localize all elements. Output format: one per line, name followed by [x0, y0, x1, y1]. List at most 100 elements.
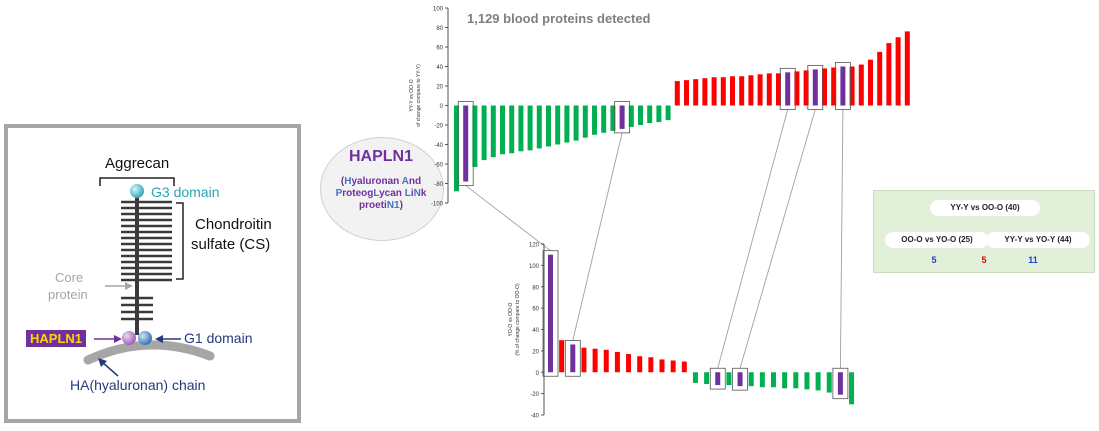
chart-top-y-tick-label: 20 — [436, 85, 443, 91]
g1-arrow-head — [155, 335, 163, 343]
hapln1-callout-desc-segment: A — [401, 176, 409, 187]
chart-top-highlight-box — [457, 101, 474, 186]
chart-top-bar — [454, 105, 459, 192]
chart-bottom-highlight-box — [542, 250, 559, 377]
chart-top-bar — [601, 105, 607, 133]
hapln1-callout-desc-line: (Hyaluronan And — [320, 176, 442, 188]
hapln1-callout-desc: (Hyaluronan And ProteogLycan LiNk proetiN1… — [320, 176, 442, 212]
chart-bottom-bar — [849, 372, 855, 405]
chart-top-bar — [711, 77, 717, 106]
chart-bottom-y-tick-label: 100 — [529, 264, 540, 270]
core-protein-label-line2: protein — [48, 287, 88, 302]
hapln1-callout-desc-segment: i — [410, 188, 414, 199]
chart-top-bar — [638, 105, 643, 125]
chart-top-bar — [582, 105, 588, 138]
chart-bottom-y-tick-label: 120 — [529, 243, 540, 249]
chart-top-bar — [766, 73, 772, 106]
chart-top-bar — [895, 37, 901, 106]
cs-chains — [121, 200, 172, 321]
cs-label-line2: sulfate (CS) — [191, 236, 271, 253]
chart-bottom-bar — [548, 254, 553, 373]
chart-bottom-bar — [670, 360, 676, 373]
g3-domain-sphere — [130, 184, 144, 198]
chart-top-y-tick-label: -20 — [434, 124, 443, 130]
chart-top-highlight-box — [614, 101, 630, 134]
chart-bottom-bar — [581, 347, 587, 373]
hapln1-callout-desc-segment: N — [413, 188, 421, 199]
chart-bottom-bar — [704, 372, 710, 385]
chart-top-bar — [748, 75, 754, 106]
chart-bottom: -40 -20 0 20 40 60 80 100 120 YO-O vs OO-O (% of c… — [508, 243, 855, 420]
hapln1-callout-desc-segment: P — [335, 188, 343, 199]
chart-bottom-bar — [570, 344, 576, 373]
chart-bottom-bar — [681, 361, 687, 373]
chart-top-y-tick-label: -80 — [434, 182, 443, 188]
hapln1-callout-desc-segment: ycan — [379, 188, 405, 199]
chart-top-bar — [757, 74, 763, 106]
chart-top-bar — [647, 105, 653, 124]
chart-top-bar — [776, 73, 781, 106]
hapln1-callout-desc-segment: L — [404, 188, 411, 199]
connector-line — [739, 109, 816, 369]
chart-top-bar — [904, 31, 910, 106]
hapln1-callout-desc-segment: L — [373, 188, 380, 199]
chart-top-bar — [849, 66, 855, 106]
ha-chain-label: HA(hyaluronan) chain — [70, 377, 206, 393]
connector-line — [839, 109, 844, 369]
chart-bottom-y-label: (% of change compare to OO-O) — [515, 283, 521, 356]
hapln1-callout — [320, 137, 444, 241]
chart-top-bar — [803, 70, 809, 106]
chart-bottom-y-tick-label: -40 — [530, 414, 539, 420]
cs-bracket — [176, 202, 184, 280]
chart-top-bar — [546, 105, 551, 147]
chart-top-bar — [509, 105, 515, 154]
chart-top-bar — [656, 105, 662, 123]
chart-top-bar — [812, 69, 818, 106]
chart-bottom-highlight-box — [732, 367, 748, 391]
g1-domain-label: G1 domain — [184, 330, 253, 346]
chart-top-bar — [665, 105, 671, 121]
chart-top-bar — [822, 68, 827, 106]
chart-bottom-y-label: YO-O vs OO-O — [508, 302, 514, 336]
chart-bottom-bar — [715, 372, 721, 386]
chart-top-bar — [785, 72, 791, 106]
hapln1-callout-desc-segment: ( — [340, 176, 345, 187]
hapln1-callout-desc-line: ProteogLycan LiNk — [320, 188, 442, 200]
chart-top-bar — [739, 76, 745, 106]
hapln1-sphere — [122, 331, 136, 345]
hapln1-callout-desc-segment: H — [344, 176, 352, 187]
comparison-top-pill: YY-Y vs OO-O (40) — [930, 200, 1040, 216]
chart-top-bar — [840, 66, 846, 106]
chart-bottom-bar — [603, 349, 609, 373]
chart-top-highlight-box — [779, 67, 796, 110]
hapln1-tag: HAPLN1 — [26, 330, 87, 347]
chart-bottom-bar — [737, 372, 743, 387]
chart-top-bar — [858, 64, 864, 106]
core-protein-label-line1: Core — [55, 270, 84, 285]
chart-bottom-bar — [804, 372, 810, 390]
chart-top-bar — [463, 105, 469, 182]
chart-bottom-bar — [592, 348, 598, 373]
chart-bottom-bar — [826, 372, 832, 393]
chart-top-y-tick-label: -100 — [431, 202, 444, 208]
chart-bottom-bar — [626, 354, 632, 373]
chart-top-bar — [592, 105, 597, 135]
chart-top-bar — [628, 105, 634, 127]
chart-top: -100 -80 -60 -40 -20 0 20 40 60 80 100 YY-Y vs OO-O… — [409, 7, 910, 208]
chart-top-bar — [536, 105, 542, 149]
chart-top-bar — [693, 79, 699, 106]
g3-domain-label: G3 domain — [151, 184, 220, 200]
cs-label-line1: Chondroitin — [195, 216, 272, 233]
chart-bottom-bar — [782, 372, 788, 389]
chart-bottom-bar — [837, 372, 843, 395]
chart-bottom-y-tick-label: 80 — [532, 285, 539, 291]
comparison-left-pill: OO-O vs YO-O (25) — [885, 232, 989, 248]
chart-top-y-tick-label: 100 — [433, 7, 444, 13]
chart-top-bar — [619, 105, 625, 129]
chart-top-bar — [472, 105, 478, 167]
chart-bottom-bar — [726, 372, 732, 386]
chart-top-bar — [573, 105, 579, 141]
chart-top-bar — [564, 105, 570, 143]
chart-top-bar — [720, 77, 726, 106]
